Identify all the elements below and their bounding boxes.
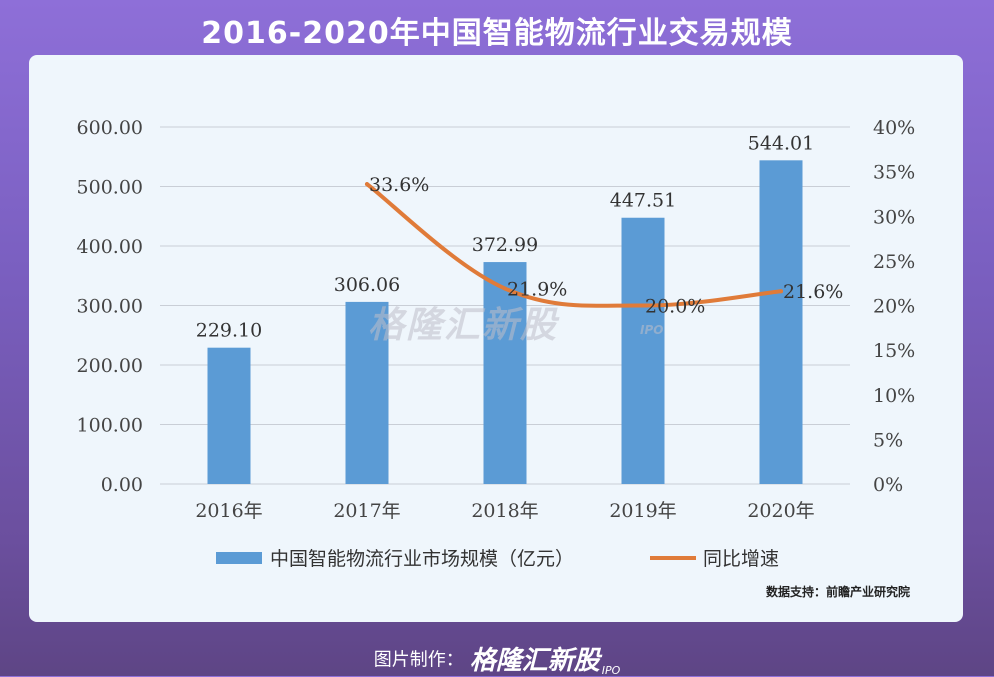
bar-value-label: 544.01 bbox=[748, 132, 814, 154]
growth-line bbox=[365, 182, 783, 308]
footer-ipo: IPO bbox=[601, 664, 621, 677]
line-value-label: 20.0% bbox=[645, 296, 705, 318]
x-tick-label: 2019年 bbox=[609, 500, 676, 522]
y-left-tick-label: 200.00 bbox=[77, 355, 143, 377]
footer: 图片制作： 格隆汇新股 IPO bbox=[0, 640, 994, 677]
bar bbox=[207, 347, 251, 484]
x-tick-label: 2017年 bbox=[333, 500, 400, 522]
bar bbox=[483, 262, 527, 484]
y-left-tick-label: 300.00 bbox=[77, 296, 143, 318]
y-right-tick-label: 35% bbox=[873, 162, 915, 184]
y-right-tick-label: 40% bbox=[873, 117, 915, 139]
x-tick-label: 2020年 bbox=[747, 500, 814, 522]
bar-value-label: 229.10 bbox=[196, 320, 262, 342]
footer-credit: 图片制作： bbox=[373, 649, 464, 671]
data-source: 数据支持：前瞻产业研究院 bbox=[766, 585, 911, 599]
y-right-tick-label: 20% bbox=[873, 296, 915, 318]
bar bbox=[621, 217, 665, 484]
legend-line-label: 同比增速 bbox=[703, 548, 779, 570]
chart-title: 2016-2020年中国智能物流行业交易规模 bbox=[201, 16, 793, 51]
line-value-label: 21.9% bbox=[507, 279, 567, 301]
x-tick-label: 2018年 bbox=[471, 500, 538, 522]
y-right-tick-label: 5% bbox=[873, 429, 903, 451]
bar-value-label: 447.51 bbox=[610, 190, 676, 212]
y-right-tick-label: 30% bbox=[873, 206, 915, 228]
line-point bbox=[503, 286, 507, 291]
y-right-tick-label: 10% bbox=[873, 385, 915, 407]
bar bbox=[345, 301, 389, 484]
y-left-tick-label: 400.00 bbox=[77, 236, 143, 258]
bar bbox=[759, 160, 803, 484]
bar-value-label: 306.06 bbox=[334, 274, 400, 296]
y-left-tick-label: 500.00 bbox=[77, 177, 143, 199]
line-value-label: 33.6% bbox=[369, 174, 429, 196]
watermark-logo: 格隆汇新股 bbox=[368, 305, 559, 346]
y-right-tick-label: 0% bbox=[873, 474, 903, 496]
line-value-label: 21.6% bbox=[783, 281, 843, 303]
x-tick-label: 2016年 bbox=[195, 500, 262, 522]
y-left-tick-label: 0.00 bbox=[101, 474, 143, 496]
footer-brand: 格隆汇新股 bbox=[469, 646, 600, 676]
y-left-tick-label: 100.00 bbox=[77, 415, 143, 437]
y-right-tick-label: 15% bbox=[873, 340, 915, 362]
legend-bar-swatch bbox=[216, 552, 262, 564]
y-left-tick-label: 600.00 bbox=[77, 117, 143, 139]
y-right-tick-label: 25% bbox=[873, 251, 915, 273]
legend-bar-label: 中国智能物流行业市场规模（亿元） bbox=[270, 548, 574, 570]
line-point bbox=[779, 289, 783, 294]
line-point bbox=[365, 182, 369, 187]
watermark-ipo: IPO bbox=[640, 323, 664, 337]
line-point bbox=[641, 303, 645, 308]
bar-value-label: 372.99 bbox=[472, 234, 538, 256]
